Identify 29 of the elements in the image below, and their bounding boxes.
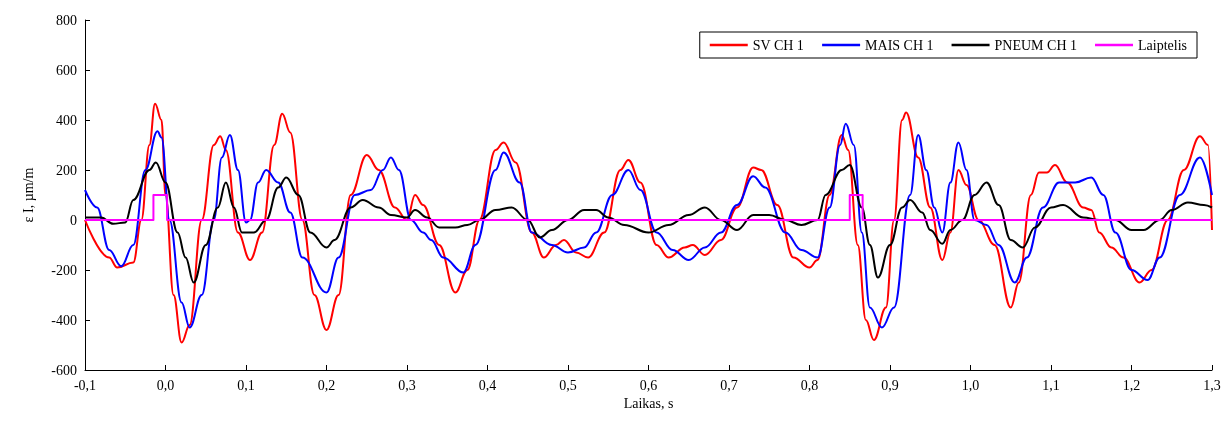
- legend-label: MAIS CH 1: [865, 37, 934, 53]
- x-tick-label: 0,3: [398, 377, 416, 393]
- x-tick-label: -0,1: [73, 377, 97, 393]
- x-tick-label: 0,5: [559, 377, 577, 393]
- legend-label: PNEUM CH 1: [994, 37, 1078, 53]
- x-tick-label: 0,4: [478, 377, 497, 393]
- legend-label: Laiptelis: [1138, 37, 1188, 53]
- y-tick-label: 600: [56, 62, 77, 78]
- x-tick-label: 1,2: [1122, 377, 1141, 393]
- x-tick-label: 0,1: [237, 377, 255, 393]
- y-tick-label: 200: [56, 162, 77, 178]
- x-tick-label: 0,0: [156, 377, 175, 393]
- y-tick-label: 800: [56, 12, 77, 28]
- x-tick-label: 0,9: [881, 377, 899, 393]
- x-tick-label: 1,3: [1203, 377, 1221, 393]
- x-tick-label: 0,8: [800, 377, 819, 393]
- x-axis-title: Laikas, s: [623, 396, 674, 412]
- y-tick-label: -200: [51, 262, 77, 278]
- x-tick-label: 1,0: [961, 377, 980, 393]
- y-tick-label: 0: [70, 212, 77, 228]
- x-tick-label: 0,7: [720, 377, 738, 393]
- y-axis-title: ε I, µm/m: [20, 167, 36, 223]
- x-tick-label: 0,6: [639, 377, 658, 393]
- y-tick-label: -400: [51, 312, 77, 328]
- legend-label: SV CH 1: [752, 37, 804, 53]
- x-tick-label: 1,1: [1042, 377, 1060, 393]
- x-tick-label: 0,2: [317, 377, 336, 393]
- y-tick-label: 400: [56, 112, 77, 128]
- y-tick-label: -600: [51, 362, 77, 378]
